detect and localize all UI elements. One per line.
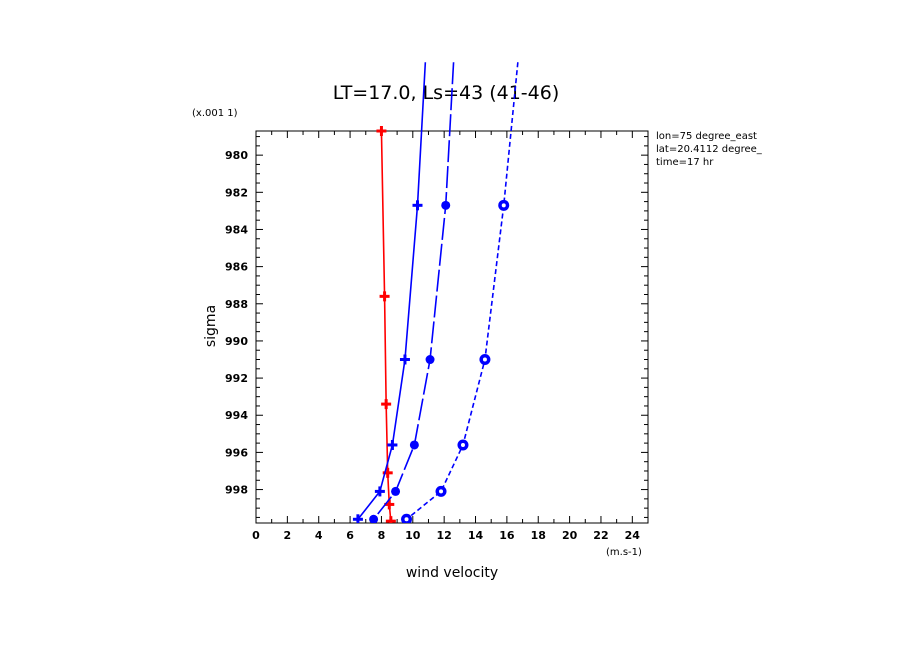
data-point: [381, 399, 392, 410]
y-tick-label: 984: [225, 223, 248, 236]
y-tick-label: 990: [225, 335, 248, 348]
plot-frame: [255, 130, 649, 524]
x-axis-label: wind velocity: [406, 565, 498, 581]
x-tick-label: 22: [593, 529, 608, 542]
y-tick-label: 980: [225, 149, 248, 162]
x-tick-label: 8: [378, 529, 386, 542]
series-line-0: [380, 130, 392, 522]
x-tick-label: 12: [437, 529, 452, 542]
annotation-lat: lat=20.4112 degree_: [656, 144, 763, 155]
x-tick-label: 14: [468, 529, 484, 542]
x-unit-label: (m.s-1): [606, 547, 642, 558]
x-tick-label: 24: [625, 529, 641, 542]
y-tick-label: 986: [225, 261, 248, 274]
data-point: [479, 354, 491, 366]
y-tick-label: 992: [225, 372, 248, 385]
data-point: [457, 439, 469, 451]
series-line-2: [372, 62, 455, 520]
y-tick-label: 996: [225, 446, 248, 459]
data-point: [374, 486, 385, 497]
data-point: [385, 516, 396, 523]
x-tick-label: 0: [252, 529, 260, 542]
data-point: [435, 485, 447, 497]
y-unit-label: (x.001 1): [192, 108, 238, 119]
y-axis-label: sigma: [203, 305, 219, 347]
x-tick-label: 18: [531, 529, 546, 542]
annotation-time: time=17 hr: [656, 157, 714, 168]
data-point: [409, 440, 419, 450]
y-tick-label: 982: [225, 186, 248, 199]
series-line-1: [357, 62, 427, 520]
data-point: [498, 199, 510, 211]
data-point: [441, 200, 451, 210]
annotation-lon: lon=75 degree_east: [656, 131, 757, 142]
x-tick-label: 20: [562, 529, 578, 542]
x-tick-label: 2: [284, 529, 292, 542]
data-point: [401, 513, 413, 523]
y-tick-label: 988: [225, 298, 248, 311]
data-point: [425, 355, 435, 365]
data-point: [412, 200, 423, 211]
data-point: [391, 486, 401, 496]
x-tick-label: 6: [346, 529, 354, 542]
data-point: [352, 514, 363, 523]
x-tick-label: 16: [499, 529, 515, 542]
x-tick-label: 4: [315, 529, 323, 542]
data-point: [399, 354, 410, 365]
data-point: [369, 514, 379, 523]
data-point: [379, 291, 390, 302]
y-tick-label: 998: [225, 484, 248, 497]
chart-title: LT=17.0, Ls=43 (41-46): [333, 82, 560, 104]
y-tick-label: 994: [225, 409, 248, 422]
data-point: [376, 126, 387, 136]
x-tick-label: 10: [405, 529, 421, 542]
data-point: [387, 439, 398, 450]
